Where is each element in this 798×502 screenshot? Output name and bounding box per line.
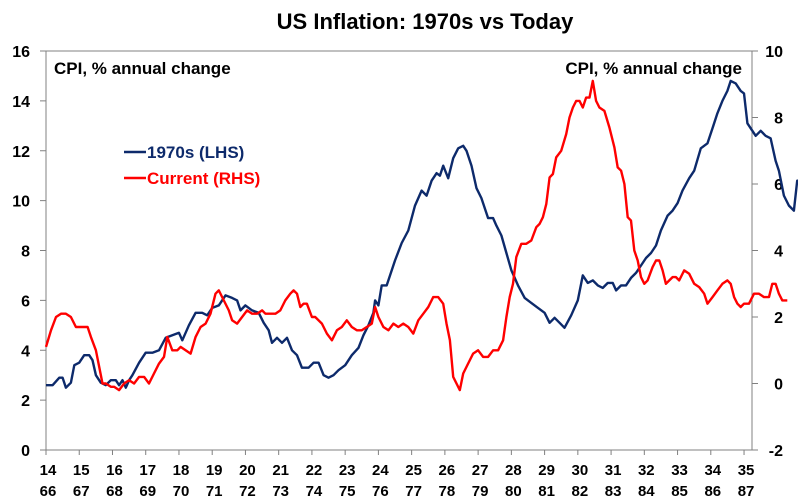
x-tick-label-bottom: 81	[538, 483, 555, 500]
x-tick-label-top: 31	[605, 462, 622, 479]
x-tick-label-bottom: 75	[339, 483, 356, 500]
x-tick-label-top: 26	[439, 462, 456, 479]
x-tick-label-bottom: 77	[405, 483, 422, 500]
x-tick-label-bottom: 69	[139, 483, 156, 500]
left-tick-label: 12	[12, 144, 30, 161]
x-tick-label-bottom: 66	[40, 483, 57, 500]
x-tick-label-bottom: 74	[306, 483, 323, 500]
left-tick-label: 8	[21, 244, 30, 261]
left-tick-label: 10	[12, 194, 30, 211]
legend-label-1970s: 1970s (LHS)	[147, 143, 244, 162]
x-tick-label-bottom: 70	[173, 483, 190, 500]
x-axis: 14 66 15 67 16 68 17 69 18 70 19 71 20 72 21 73 22 74 23 75…	[40, 450, 755, 500]
left-tick-label: 14	[12, 94, 30, 111]
x-tick-label-bottom: 73	[272, 483, 289, 500]
left-tick-label: 16	[12, 44, 30, 61]
right-tick-label: 2	[774, 310, 783, 327]
series-line-1970s	[46, 79, 798, 389]
x-tick-label-bottom: 86	[704, 483, 721, 500]
left-tick-label: 4	[21, 343, 30, 360]
x-tick-label-top: 20	[239, 462, 256, 479]
legend-label-current: Current (RHS)	[147, 169, 260, 188]
x-tick-label-bottom: 78	[439, 483, 456, 500]
x-tick-label-top: 30	[571, 462, 588, 479]
x-tick-label-bottom: 79	[472, 483, 489, 500]
x-tick-label-top: 22	[306, 462, 323, 479]
left-tick-label: 6	[21, 293, 30, 310]
x-tick-label-top: 27	[472, 462, 489, 479]
x-tick-label-bottom: 67	[73, 483, 90, 500]
x-tick-label-bottom: 68	[106, 483, 123, 500]
x-tick-label-top: 21	[272, 462, 289, 479]
x-tick-label-top: 34	[704, 462, 721, 479]
series-group	[44, 79, 798, 392]
left-tick-label: 2	[21, 393, 30, 410]
right-tick-label: 10	[765, 44, 783, 61]
left-y-axis: 0 2 4 6 8 10 12 14 16	[12, 44, 46, 460]
legend: 1970s (LHS) Current (RHS)	[124, 143, 260, 188]
x-tick-label-bottom: 87	[738, 483, 755, 500]
x-tick-label-top: 33	[671, 462, 688, 479]
x-tick-label-top: 28	[505, 462, 522, 479]
right-axis-annotation: CPI, % annual change	[565, 59, 742, 78]
x-tick-label-bottom: 76	[372, 483, 389, 500]
x-tick-label-bottom: 82	[571, 483, 588, 500]
chart-title: US Inflation: 1970s vs Today	[277, 9, 574, 34]
x-tick-label-top: 29	[538, 462, 555, 479]
right-tick-label: -2	[769, 443, 783, 460]
x-tick-label-bottom: 80	[505, 483, 522, 500]
x-tick-label-top: 18	[173, 462, 190, 479]
x-tick-label-top: 25	[405, 462, 422, 479]
right-tick-label: 8	[774, 111, 783, 128]
left-axis-annotation: CPI, % annual change	[54, 59, 231, 78]
right-tick-label: 6	[774, 177, 783, 194]
x-tick-label-top: 15	[73, 462, 90, 479]
x-tick-label-bottom: 72	[239, 483, 256, 500]
x-tick-label-bottom: 71	[206, 483, 223, 500]
x-tick-label-bottom: 83	[605, 483, 622, 500]
x-tick-label-top: 14	[40, 462, 57, 479]
right-tick-label: 0	[774, 377, 783, 394]
left-tick-label: 0	[21, 443, 30, 460]
series-line-current	[44, 79, 788, 392]
x-tick-label-top: 32	[638, 462, 655, 479]
right-y-axis: -2 0 2 4 6 8 10	[752, 44, 783, 460]
x-tick-label-top: 19	[206, 462, 223, 479]
x-tick-label-top: 35	[738, 462, 755, 479]
x-tick-label-bottom: 84	[638, 483, 655, 500]
x-tick-label-top: 23	[339, 462, 356, 479]
right-tick-label: 4	[774, 244, 783, 261]
x-tick-label-top: 17	[139, 462, 156, 479]
x-tick-label-top: 16	[106, 462, 123, 479]
x-tick-label-top: 24	[372, 462, 389, 479]
x-tick-label-bottom: 85	[671, 483, 688, 500]
